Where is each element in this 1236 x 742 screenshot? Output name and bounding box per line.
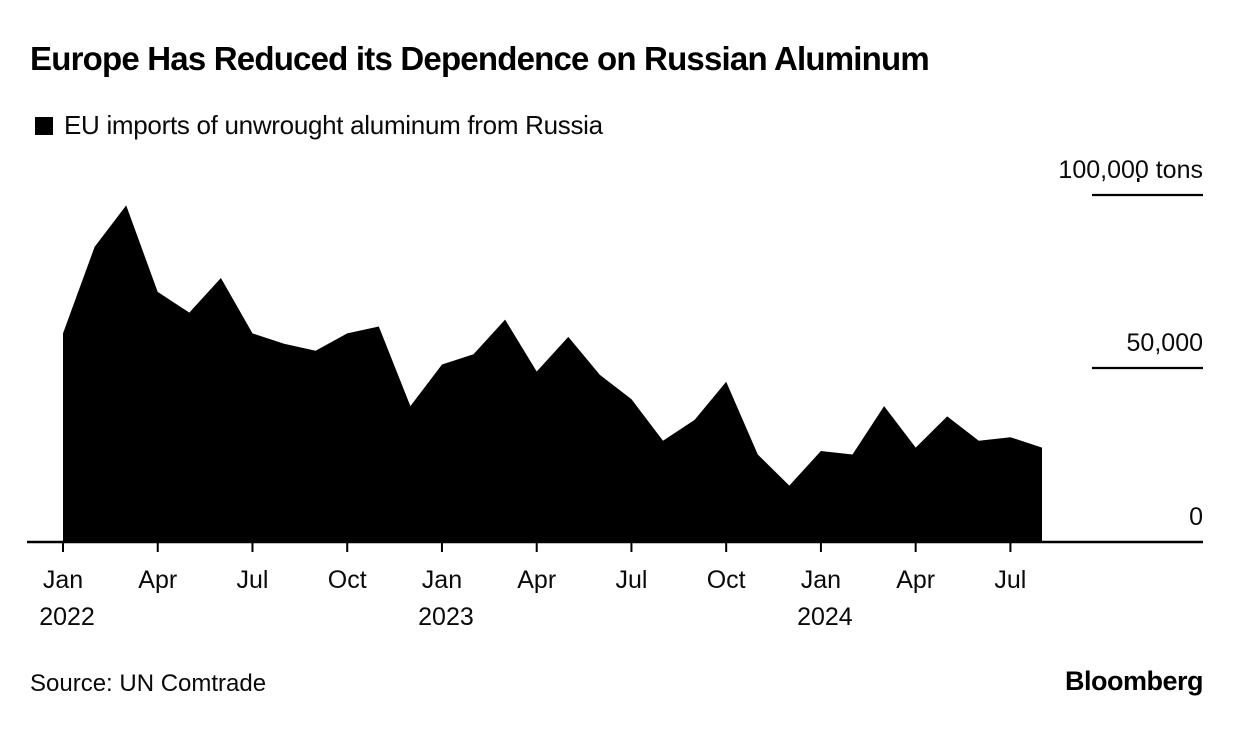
x-tick-label: Apr	[138, 566, 177, 594]
legend-label: EU imports of unwrought aluminum from Ru…	[64, 110, 603, 140]
x-tick-label: Oct	[707, 566, 746, 594]
x-tick-label: Jan	[43, 566, 83, 594]
source-note: Source: UN Comtrade	[30, 670, 267, 697]
x-tick-label: Oct	[328, 566, 367, 594]
chart-title: Europe Has Reduced its Dependence on Rus…	[30, 40, 930, 77]
bloomberg-logo: Bloomberg	[1064, 666, 1204, 696]
x-tick-label: Jul	[994, 566, 1026, 594]
x-tick-label: Jan	[422, 566, 462, 594]
chart-legend: EU imports of unwrought aluminum from Ru…	[35, 110, 603, 141]
x-tick-label: Apr	[896, 566, 935, 594]
x-year-label: 2023	[418, 603, 474, 631]
x-tick-label: Jan	[801, 566, 841, 594]
x-year-label: 2022	[39, 603, 95, 631]
x-tick-label: Apr	[517, 566, 556, 594]
y-tick-label: 0	[1189, 503, 1203, 531]
imports-area-series	[63, 205, 1042, 541]
legend-swatch-icon	[35, 116, 53, 135]
x-tick-label: Jul	[236, 566, 268, 594]
x-year-label: 2024	[797, 603, 853, 631]
unit-tick-mark	[1137, 178, 1140, 182]
x-tick-label: Jul	[615, 566, 647, 594]
y-tick-label: 100,000 tons	[1058, 156, 1203, 184]
y-tick-label: 50,000	[1127, 329, 1203, 357]
